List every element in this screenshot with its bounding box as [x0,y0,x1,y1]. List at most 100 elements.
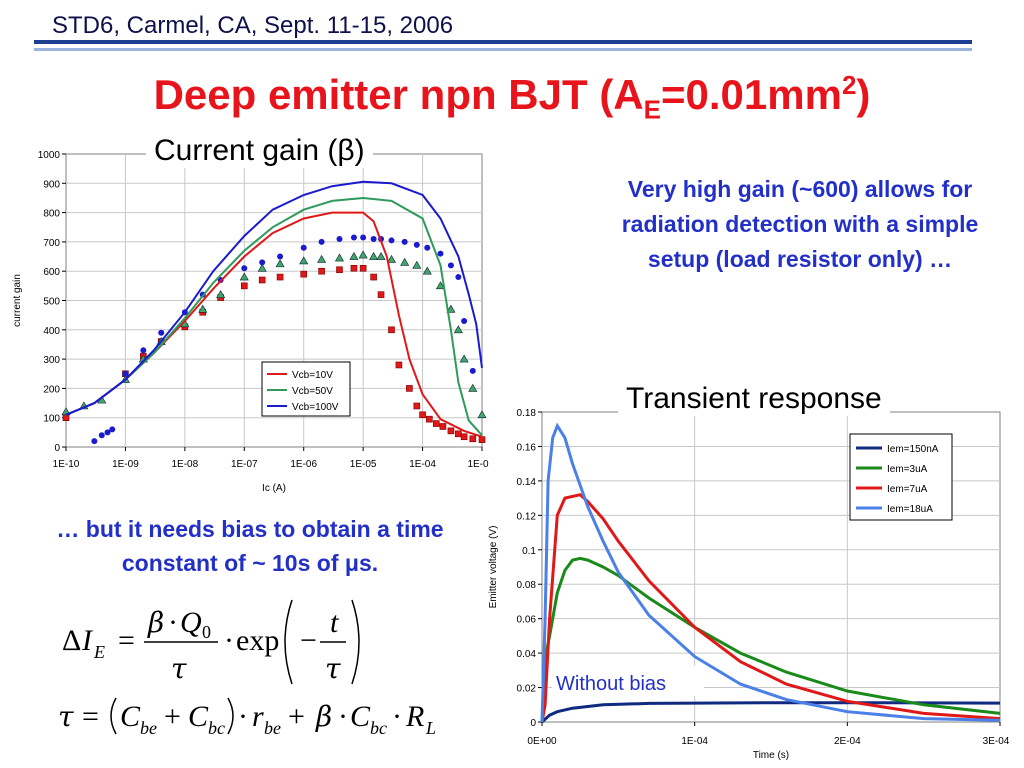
y-tick-label: 900 [43,179,60,190]
green-triangle-point [299,256,309,265]
x-tick-label: 0E+00 [527,736,557,747]
red-square-point [276,273,284,281]
green-triangle-point [317,254,327,263]
x-tick-label: 1E-10 [53,459,80,470]
green-triangle-point [412,260,422,269]
y-tick-label: 700 [43,238,60,249]
x-tick-label: 1E-09 [112,459,139,470]
blue-circle-point [413,241,420,248]
blue-circle-point [455,274,462,281]
y-tick-label: 0.14 [517,477,537,488]
green-triangle-point [459,354,469,363]
eq2-tau: τ [58,700,74,733]
x-axis-label: Time (s) [753,750,789,761]
red-square-point [240,282,248,290]
y-tick-label: 100 [43,414,60,425]
annotation-without-bias: Without bias [556,673,666,695]
green-triangle-point [446,304,456,313]
red-square-point [359,264,367,272]
eq2-beta: β [315,700,332,733]
y-tick-label: 0 [54,443,60,454]
green-triangle-point [376,251,386,260]
eq1-beta: β [147,606,164,639]
eq1-Q: Q [180,606,202,639]
eq2-sub-be2: be [264,718,281,738]
eq1-exp: exp [236,624,279,657]
blue-circle-point [300,244,307,251]
blue-circle-point [318,238,325,245]
eq1-tau: τ [171,652,187,685]
red-square-point [388,326,395,334]
legend-label: Iem=7uA [887,484,928,495]
eq2-left-paren [110,697,117,735]
blue-circle-point [104,429,111,436]
bias-note: … but it needs bias to obtain a time con… [56,516,444,576]
eq1-tau2: τ [325,652,341,685]
x-axis-label: Ic (A) [262,483,286,494]
blue-circle-point [336,235,343,242]
y-tick-label: 400 [43,326,60,337]
eq1-sub-0: 0 [202,622,211,642]
eq2-equals: = [82,700,99,733]
title-main: Deep emitter npn BJT (A [153,71,644,118]
red-square-point [300,270,308,278]
series-line [65,196,483,436]
y-tick-label: 1000 [38,150,61,161]
legend-label: Iem=150nA [887,444,939,455]
header-rule-dark [34,40,972,44]
red-square-point [413,402,421,410]
red-square-point [406,385,413,392]
annotation-background [552,666,704,696]
blue-circle-point [98,432,105,439]
legend-label: Vcb=100V [292,402,339,413]
eq2-sub-be: be [140,718,157,738]
eq2-right-paren [227,697,234,735]
y-axis-label: current gain [12,274,23,327]
eq2-dot3: · [392,700,402,733]
series-line [540,556,1001,723]
red-square-point [258,276,266,284]
blue-circle-point [241,265,248,272]
green-triangle-point [334,253,345,262]
red-square-point [62,414,70,422]
eq1-right-paren [351,599,360,685]
x-tick-label: 1E-0 [467,459,489,470]
eq1-left-paren [284,599,293,685]
red-square-point [377,291,385,298]
y-tick-label: 0.02 [517,684,537,695]
green-triangle-point [369,251,379,260]
y-tick-label: 300 [43,355,60,366]
current-gain-chart: 0 100 200 300 400 500 600 700 800 900 1000 1E-10 1E-… [12,150,489,494]
x-tick-label: 1E-04 [681,736,708,747]
blue-circle-point [122,370,129,377]
y-tick-label: 600 [43,267,60,278]
eq2-r: r [252,700,264,733]
eq2-plus2: + [288,700,305,733]
green-triangle-point [216,290,226,298]
title-end: ) [856,71,871,118]
eq2-sub-bc2: bc [370,718,387,738]
legend-label: Vcb=50V [292,386,333,397]
y-tick-label: 0 [530,718,536,729]
title-sub: E [643,94,661,125]
y-tick-label: 800 [43,209,60,220]
blue-circle-point [158,329,165,336]
red-square-point [455,430,462,438]
eq1-t: t [330,606,339,639]
equations: Δ I E = β · Q 0 τ · exp − t τ τ = C be +… [58,599,436,738]
x-tick-label: 2E-04 [834,736,861,747]
blue-circle-point [461,318,468,325]
x-tick-label: 1E-08 [172,459,199,470]
blue-circle-point [437,250,444,257]
blue-circle-point [350,234,357,241]
green-triangle-point [257,263,267,272]
green-triangle-point [453,325,463,334]
red-square-point [426,415,433,423]
eq2-C3: C [350,700,371,733]
y-tick-label: 0.18 [517,408,537,419]
y-axis-label: Emitter voltage (V) [488,526,499,609]
gain-note: Very high gain (~600) allows for radiati… [621,176,979,272]
conference-header: STD6, Carmel, CA, Sept. 11-15, 2006 [52,12,454,39]
x-tick-label: 1E-04 [409,459,436,470]
green-triangle-point [198,304,208,313]
